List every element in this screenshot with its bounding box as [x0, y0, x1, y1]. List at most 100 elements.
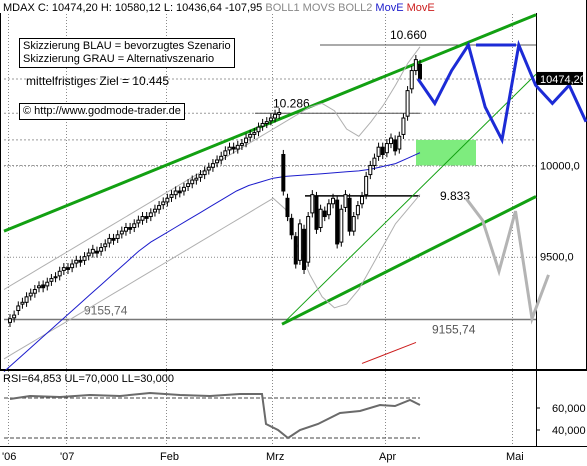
candle	[273, 109, 278, 123]
candle	[169, 190, 174, 202]
candle	[219, 151, 224, 165]
candle	[227, 142, 232, 155]
candle	[235, 140, 240, 154]
candle-body	[239, 143, 244, 146]
candle-body	[49, 278, 54, 282]
candle	[393, 135, 398, 156]
candle	[322, 206, 327, 222]
candle-body	[322, 210, 327, 218]
candle-body	[252, 132, 257, 135]
candle-body	[281, 154, 286, 192]
channel-inner	[285, 73, 537, 321]
candle-body	[401, 117, 406, 135]
candle-body	[277, 112, 282, 115]
candle	[347, 193, 352, 236]
candle-body	[285, 197, 290, 218]
candle-body	[107, 237, 112, 244]
candle	[281, 149, 286, 196]
candle	[132, 219, 137, 233]
candle-body	[368, 164, 373, 176]
candle-body	[343, 194, 348, 208]
indicator-label: MOVS	[300, 2, 335, 14]
candle	[355, 201, 360, 220]
candle-body	[128, 226, 133, 230]
candle	[293, 232, 298, 269]
candle	[277, 107, 282, 119]
candle-body	[364, 175, 369, 196]
candle-body	[198, 174, 203, 178]
candle	[49, 274, 54, 286]
candle-body	[384, 143, 389, 154]
header-quote: MDAX C: 10474,20 H: 10580,12 L: 10436,64…	[3, 2, 435, 14]
candle	[384, 138, 389, 158]
candle	[136, 215, 141, 228]
candle	[107, 233, 112, 248]
candle-body	[409, 70, 414, 90]
candle-body	[314, 195, 319, 230]
candle-body	[360, 195, 365, 205]
candle	[380, 142, 385, 160]
candle	[12, 310, 17, 323]
channel-upper	[3, 13, 537, 233]
candle-body	[148, 212, 153, 218]
candle	[401, 113, 406, 139]
candle-body	[418, 63, 422, 80]
candle-body	[202, 170, 207, 176]
candle	[36, 281, 41, 293]
candle-body	[82, 256, 87, 261]
candle	[206, 162, 211, 175]
candle-body	[244, 137, 249, 144]
candle	[335, 195, 340, 249]
scenario-legend-box: Skizzierung BLAU = bevorzugtes Szenario …	[19, 38, 235, 68]
candle	[409, 66, 414, 94]
candle	[376, 142, 381, 161]
x-tick-label: Mai	[506, 451, 524, 463]
candle-body	[306, 216, 311, 263]
candle-body	[94, 250, 99, 254]
candle	[16, 301, 21, 316]
candle-body	[53, 276, 58, 279]
candle	[24, 292, 29, 307]
candle	[186, 179, 191, 191]
candle	[165, 193, 170, 207]
candle	[181, 182, 186, 196]
blue-scenario-path	[416, 39, 587, 145]
candle-body	[397, 135, 402, 150]
candle	[252, 128, 257, 139]
candle-body	[268, 117, 273, 122]
candle	[119, 226, 124, 239]
candle	[397, 131, 402, 154]
candle-body	[90, 248, 95, 254]
candle-body	[28, 292, 33, 297]
candle-body	[297, 223, 302, 261]
candle-body	[8, 318, 12, 323]
candle-body	[405, 90, 410, 117]
candle	[99, 243, 104, 256]
candle	[128, 222, 133, 234]
candle	[268, 113, 273, 126]
candle-body	[144, 216, 149, 219]
candle-body	[210, 163, 215, 168]
candle	[405, 86, 410, 121]
candle-body	[103, 243, 108, 248]
target-text: mittelfristiges Ziel = 10.445	[26, 74, 170, 88]
indicator-label: BOLL2	[335, 2, 372, 14]
candle-body	[339, 208, 344, 243]
header-bg	[0, 0, 586, 13]
candle-body	[326, 203, 331, 216]
candle	[161, 197, 166, 210]
candle-body	[140, 216, 145, 221]
candle	[53, 272, 58, 283]
candle-body	[115, 234, 120, 239]
candle-body	[136, 219, 141, 224]
candle	[306, 211, 311, 267]
candle-body	[302, 228, 307, 270]
candle	[61, 263, 66, 275]
candle	[339, 204, 344, 247]
candle	[65, 263, 70, 275]
candle	[318, 204, 323, 233]
candle	[256, 122, 261, 137]
candle-body	[24, 296, 29, 303]
candle	[32, 284, 37, 298]
candle	[28, 288, 33, 301]
